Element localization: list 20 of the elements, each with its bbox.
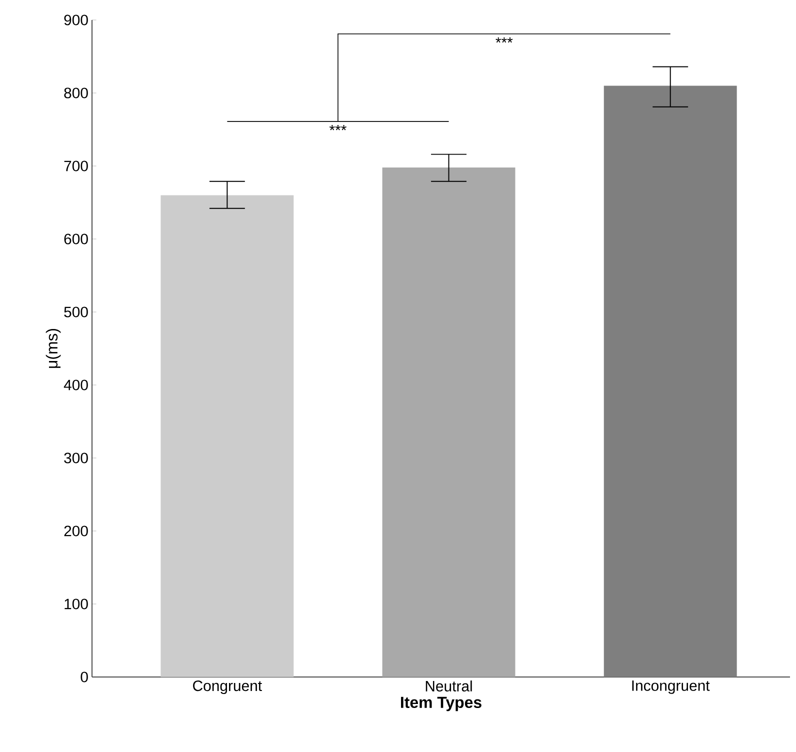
x-tick-label: Incongruent xyxy=(632,680,710,694)
y-tick-label: 200 xyxy=(64,526,88,536)
bar xyxy=(604,86,737,677)
x-axis-title: Item Types xyxy=(401,696,482,712)
y-tick-label: 600 xyxy=(64,234,88,244)
x-tick-label: Neutral xyxy=(426,680,472,692)
x-tick-label: Congruent xyxy=(193,680,262,694)
y-tick-label: 400 xyxy=(64,380,88,390)
bar xyxy=(160,195,294,677)
y-tick-label: 300 xyxy=(64,452,88,464)
y-tick-label: 700 xyxy=(64,160,88,172)
y-tick-label: 100 xyxy=(64,598,88,610)
annotation: *** xyxy=(496,37,513,43)
y-tick-label: 800 xyxy=(64,88,88,98)
annotation: *** xyxy=(329,124,346,130)
y-tick-label: 500 xyxy=(64,306,88,318)
y-tick-label: 0 xyxy=(80,672,88,682)
y-axis-title: μ(ms) xyxy=(46,328,61,368)
y-tick-label: 900 xyxy=(64,14,88,26)
bar xyxy=(382,167,516,677)
